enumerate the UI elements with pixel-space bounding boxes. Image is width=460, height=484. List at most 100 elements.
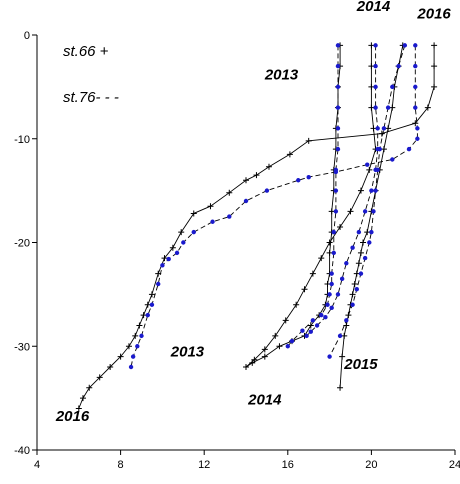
data-point xyxy=(327,354,332,359)
data-point xyxy=(350,302,355,307)
data-point xyxy=(343,322,350,329)
data-point xyxy=(424,104,431,111)
data-point xyxy=(272,332,279,339)
data-point xyxy=(413,105,418,110)
data-point xyxy=(79,395,86,402)
data-point xyxy=(335,84,341,90)
series-st76-2016 xyxy=(128,43,420,370)
data-point xyxy=(377,146,382,152)
series-st76-2015 xyxy=(327,43,408,359)
data-point xyxy=(366,166,373,173)
data-point xyxy=(286,151,293,158)
series-line xyxy=(329,45,406,357)
data-point xyxy=(367,240,372,245)
y-tick-label: -20 xyxy=(14,238,30,250)
data-point xyxy=(325,302,330,307)
data-point xyxy=(314,323,320,328)
data-point xyxy=(358,271,364,276)
y-tick-label: 0 xyxy=(24,30,30,42)
year-annotation: 2015 xyxy=(343,356,378,373)
data-point xyxy=(335,43,341,48)
data-point xyxy=(166,256,171,262)
year-annotation: 2013 xyxy=(170,344,205,361)
data-point xyxy=(375,167,380,173)
data-point xyxy=(350,245,355,250)
data-point xyxy=(128,364,134,370)
series-layer xyxy=(75,42,438,412)
data-point xyxy=(125,343,132,350)
series-st66-2013 xyxy=(243,42,344,370)
data-point xyxy=(264,188,270,193)
year-annotation: 2014 xyxy=(356,0,391,15)
data-point xyxy=(251,356,258,363)
data-point xyxy=(132,332,139,339)
data-point xyxy=(227,214,232,219)
legend-entry-st76: st.76- - - xyxy=(63,89,119,106)
data-point xyxy=(402,43,408,48)
data-point xyxy=(357,187,364,194)
data-point xyxy=(335,292,341,297)
data-point xyxy=(285,344,290,349)
data-point xyxy=(351,281,358,287)
data-point xyxy=(160,263,165,268)
year-annotation: 2013 xyxy=(264,67,299,84)
x-tick-label: 16 xyxy=(282,459,294,471)
legend-entry-st66: st.66 + xyxy=(63,43,109,60)
data-point xyxy=(331,229,336,235)
data-point xyxy=(396,63,401,69)
data-point xyxy=(335,146,341,152)
data-point xyxy=(282,317,289,324)
data-point xyxy=(371,209,376,214)
data-point xyxy=(431,63,438,70)
data-point xyxy=(326,239,333,246)
data-point xyxy=(329,271,334,276)
annotations: 2014 2016 2013 2013 2015 2014 2016 xyxy=(55,0,452,425)
data-point xyxy=(304,333,309,339)
data-point xyxy=(318,255,325,262)
y-tick-label: -30 xyxy=(14,341,30,353)
data-point xyxy=(329,305,334,311)
data-point xyxy=(413,43,418,48)
data-point xyxy=(243,364,249,370)
data-point xyxy=(357,249,364,256)
data-point xyxy=(415,126,420,131)
year-annotation: 2014 xyxy=(247,391,282,408)
legend: st.66 + st.76- - - xyxy=(63,43,119,106)
x-tick-label: 4 xyxy=(34,459,40,471)
data-point xyxy=(135,344,140,349)
data-point xyxy=(369,188,374,193)
data-point xyxy=(261,346,268,353)
data-point xyxy=(243,177,249,184)
data-point xyxy=(344,318,349,323)
year-annotation: 2016 xyxy=(416,5,451,22)
axes: 4 8 12 16 20 24 0 -10 -20 -30 -40 xyxy=(14,30,460,471)
year-annotation: 2016 xyxy=(55,408,90,425)
data-point xyxy=(86,384,93,391)
data-point xyxy=(333,209,339,214)
x-tick-label: 20 xyxy=(365,459,377,471)
data-point xyxy=(310,318,316,323)
data-point xyxy=(329,281,334,287)
data-point xyxy=(75,405,82,412)
data-point xyxy=(289,338,295,344)
y-ticks: 0 -10 -20 -30 -40 xyxy=(14,30,37,457)
data-point xyxy=(373,43,378,48)
data-point xyxy=(276,343,283,350)
data-point xyxy=(369,229,374,235)
data-point xyxy=(307,322,314,329)
series-line xyxy=(245,45,377,368)
data-point xyxy=(306,174,311,180)
data-point xyxy=(161,255,168,262)
data-point xyxy=(335,126,341,131)
data-point xyxy=(309,270,316,277)
data-point xyxy=(296,178,301,183)
series-st66-2014 xyxy=(243,42,379,370)
series-line xyxy=(78,45,435,409)
data-point xyxy=(327,292,332,297)
data-point xyxy=(415,136,420,141)
series-st76-2014 xyxy=(304,43,380,339)
data-point xyxy=(385,105,391,110)
data-point xyxy=(333,169,339,175)
data-point xyxy=(339,276,345,282)
